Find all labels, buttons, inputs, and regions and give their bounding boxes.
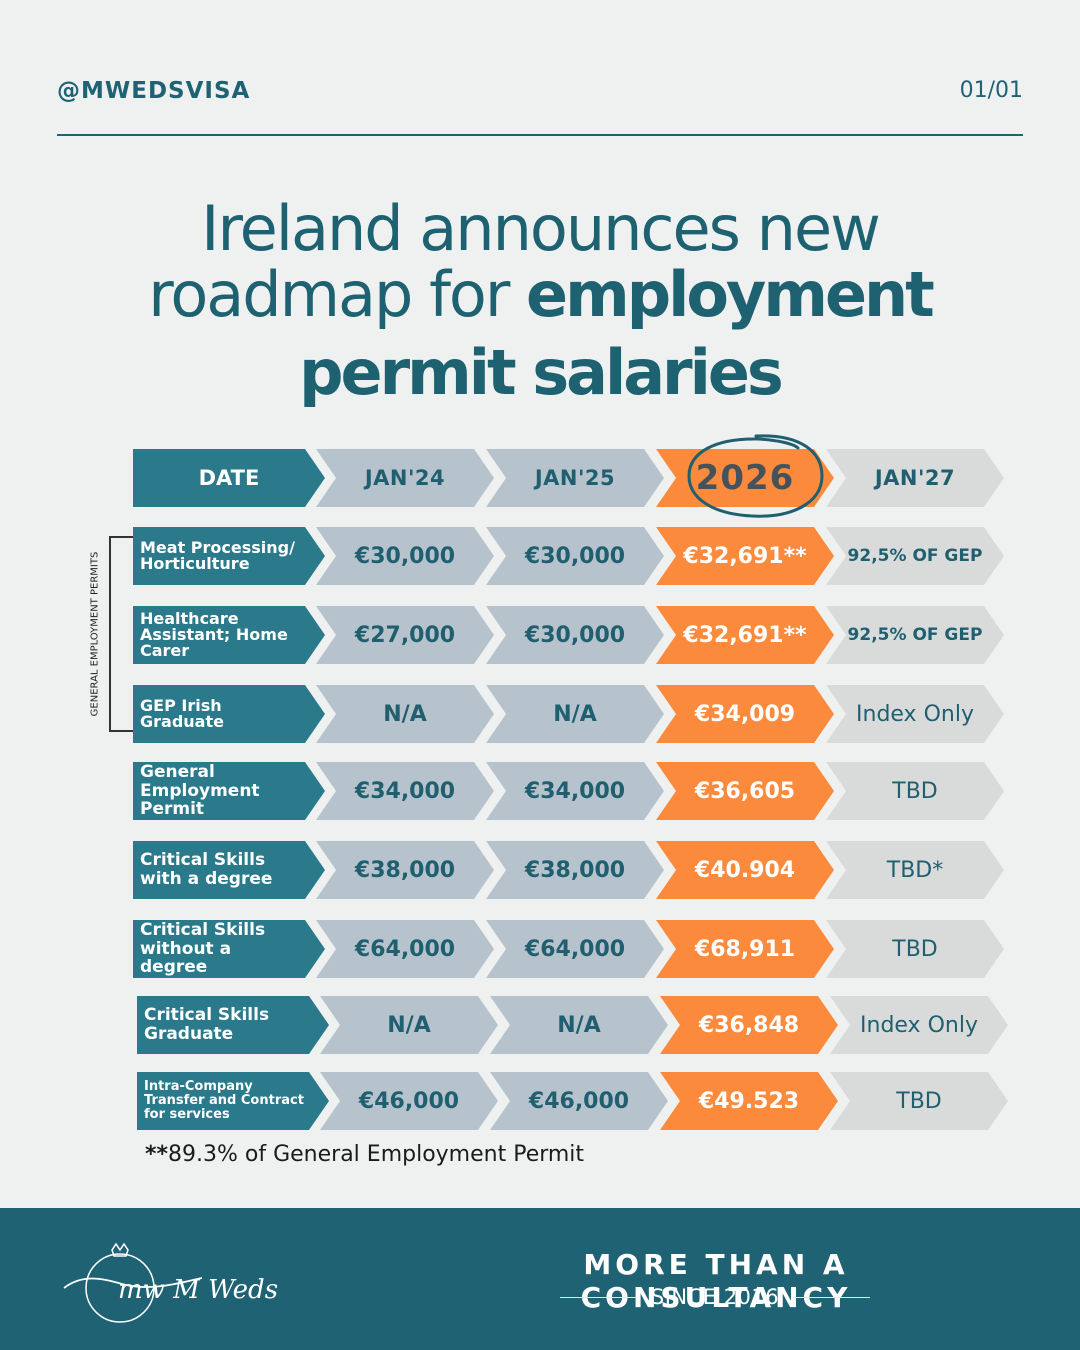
cell-jan25: €46,000 (490, 1072, 668, 1130)
cell-jan24: €30,000 (316, 527, 494, 585)
cell-jan25: €34,000 (486, 762, 664, 820)
since-line-left (560, 1296, 637, 1298)
headline-line-3: permit salaries (299, 336, 784, 409)
footnote-mark: ** (145, 1142, 169, 1167)
cell-jan27: TBD (830, 1072, 1008, 1130)
headline-plain: roadmap for (148, 258, 527, 331)
header-date: DATE (133, 449, 325, 507)
cell-jan25: €30,000 (486, 527, 664, 585)
group-bracket (109, 536, 133, 732)
cell-jan27: TBD (826, 762, 1004, 820)
highlight-circle (687, 434, 824, 518)
row-label: General Employment Permit (133, 762, 325, 820)
cell-jan27: Index Only (830, 996, 1008, 1054)
group-label: GENERAL EMPLOYMENT PERMITS (89, 551, 101, 717)
cell-jan27: TBD* (826, 841, 1004, 899)
cell-jan24: €38,000 (316, 841, 494, 899)
logo-text: mw M Weds (118, 1275, 278, 1305)
cell-jan27: TBD (826, 920, 1004, 978)
row-label: Critical Skills with a degree (133, 841, 325, 899)
divider (57, 134, 1023, 136)
footnote-text: 89.3% of General Employment Permit (168, 1142, 585, 1167)
since-line-right (793, 1296, 871, 1298)
cell-jan24: N/A (316, 685, 494, 743)
cell-2026: €32,691** (656, 606, 834, 664)
cell-jan24: €46,000 (320, 1072, 498, 1130)
cell-jan27: 92,5% OF GEP (826, 527, 1004, 585)
cell-2026: €36,605 (656, 762, 834, 820)
cell-2026: €34,009 (656, 685, 834, 743)
header-2026: 2026 (656, 449, 834, 507)
cell-jan25: N/A (486, 685, 664, 743)
brand-handle: @MWEDSVISA (57, 78, 251, 104)
footnote: **89.3% of General Employment Permit (145, 1142, 584, 1167)
footer-bar: mw M Weds MORE THAN A CONSULTANCY SINCE … (0, 1208, 1080, 1350)
row-label: Meat Processing/ Horticulture (133, 527, 325, 585)
cell-2026: €68,911 (656, 920, 834, 978)
header-2026-label: 2026 (695, 458, 795, 498)
mweds-logo: mw M Weds (63, 1242, 278, 1323)
tagline: MORE THAN A CONSULTANCY (580, 1248, 852, 1314)
header-jan27: JAN'27 (826, 449, 1004, 507)
row-label: Critical Skills without a degree (133, 920, 325, 978)
cell-2026: €49.523 (660, 1072, 838, 1130)
cell-jan24: €64,000 (316, 920, 494, 978)
headline-line-1: Ireland announces new (201, 192, 881, 265)
cell-2026: €32,691** (656, 527, 834, 585)
row-label: Critical Skills Graduate (137, 996, 329, 1054)
cell-2026: €36,848 (660, 996, 838, 1054)
cell-jan24: €34,000 (316, 762, 494, 820)
cell-jan27: 92,5% OF GEP (826, 606, 1004, 664)
header-jan24: JAN'24 (316, 449, 494, 507)
page-number: 01/01 (959, 78, 1023, 103)
headline-bold: employment (526, 258, 935, 331)
header-jan25: JAN'25 (486, 449, 664, 507)
row-label: GEP Irish Graduate (133, 685, 325, 743)
cell-jan25: N/A (490, 996, 668, 1054)
cell-2026: €40.904 (656, 841, 834, 899)
row-label: Healthcare Assistant; Home Carer (133, 606, 325, 664)
cell-jan27: Index Only (826, 685, 1004, 743)
cell-jan25: €64,000 (486, 920, 664, 978)
headline-line-2: roadmap for employment (0, 264, 1080, 326)
cell-jan25: €30,000 (486, 606, 664, 664)
cell-jan24: €27,000 (316, 606, 494, 664)
cell-jan25: €38,000 (486, 841, 664, 899)
since-text: SINCE 2016 (650, 1285, 780, 1309)
cell-jan24: N/A (320, 996, 498, 1054)
row-label: Intra-Company Transfer and Contract for … (137, 1072, 329, 1130)
since-row: SINCE 2016 (560, 1285, 871, 1309)
